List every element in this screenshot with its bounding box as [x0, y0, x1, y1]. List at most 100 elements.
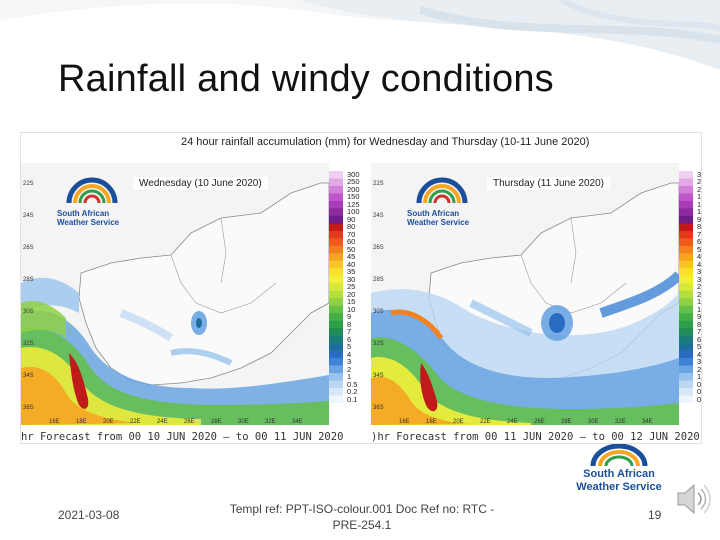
longitude-label: 20E: [453, 419, 464, 425]
longitude-label: 28E: [211, 419, 222, 425]
longitude-label: 20E: [103, 419, 114, 425]
scale-label: 25: [697, 282, 702, 292]
scale-swatch: [329, 200, 343, 209]
scale-label: 0.1: [697, 394, 702, 404]
longitude-label: 24E: [157, 419, 168, 425]
latitude-label: 36S: [23, 405, 34, 411]
scale-swatch: [329, 358, 343, 366]
background-swoosh: [0, 0, 720, 70]
scale-label: 250: [697, 177, 702, 187]
scale-label: 150: [697, 192, 702, 202]
scale-label: 35: [347, 267, 356, 277]
scale-swatch: [679, 373, 693, 381]
scale-label: 20: [697, 289, 702, 299]
longitude-label: 32E: [265, 419, 276, 425]
scale-swatch: [679, 290, 693, 299]
longitude-label: 34E: [292, 419, 303, 425]
scale-swatch: [329, 185, 343, 194]
longitude-label: 26E: [534, 419, 545, 425]
speaker-icon[interactable]: [674, 476, 712, 522]
scale-swatch: [679, 298, 693, 307]
scale-swatch: [679, 305, 693, 314]
scale-label: 125: [697, 199, 702, 209]
scale-label: 4: [347, 349, 352, 359]
latitude-label: 28S: [23, 277, 34, 283]
scale-label: 50: [347, 244, 356, 254]
scale-label: 0.2: [697, 387, 702, 397]
scale-label: 300: [347, 170, 360, 179]
longitude-label: 16E: [49, 419, 60, 425]
scale-swatch: [329, 328, 343, 336]
scale-label: 50: [697, 244, 702, 254]
scale-swatch: [679, 275, 693, 284]
longitude-label: 22E: [480, 419, 491, 425]
latitude-label: 30S: [23, 309, 34, 315]
scale-swatch: [679, 358, 693, 366]
scale-swatch: [679, 335, 693, 344]
scale-label: 60: [697, 237, 702, 247]
scale-swatch: [679, 388, 693, 396]
panel-wednesday: South African Weather Service Wednesday …: [21, 163, 360, 443]
scale-swatch: [679, 313, 693, 321]
saws-logo-panel: South African Weather Service: [57, 177, 137, 231]
footer-logo-line2: Weather Service: [576, 481, 662, 493]
scale-swatch: [679, 200, 693, 209]
scale-label: 200: [697, 184, 702, 194]
scale-label: 200: [347, 184, 360, 194]
scale-swatch: [679, 395, 693, 403]
scale-label: 40: [347, 259, 356, 269]
longitude-label: 34E: [642, 419, 653, 425]
panel-thursday: South African Weather Service Thursday (…: [371, 163, 701, 443]
scale-label: 20: [347, 289, 356, 299]
scale-label: 0.2: [347, 387, 358, 397]
scale-swatch: [329, 395, 343, 403]
scale-label: 25: [347, 282, 356, 292]
scale-swatch: [679, 245, 693, 254]
footer-doc-ref: Templ ref: PPT-ISO-colour.001 Doc Ref no…: [229, 502, 495, 532]
figure-title: 24 hour rainfall accumulation (mm) for W…: [181, 136, 590, 148]
scale-label: 80: [697, 222, 702, 232]
scale-label: 7: [697, 327, 702, 337]
scale-swatch: [679, 343, 693, 351]
scale-label: 0.1: [347, 394, 358, 404]
scale-swatch: [329, 305, 343, 314]
latitude-label: 26S: [373, 245, 384, 251]
scale-swatch: [329, 208, 343, 217]
scale-label: 6: [347, 334, 352, 344]
footer-saws-logo: South African Weather Service: [566, 444, 672, 496]
footer-date: 2021-03-08: [58, 508, 120, 522]
scale-swatch: [329, 230, 343, 239]
scale-swatch: [329, 215, 343, 224]
scale-label: 3: [347, 357, 352, 367]
saws-emblem-icon: [590, 444, 648, 467]
latitude-label: 24S: [23, 213, 34, 219]
scale-label: 125: [347, 199, 360, 209]
panel-logo-line1: South African: [407, 209, 460, 218]
scale-label: 0.5: [697, 379, 702, 389]
scale-swatch: [329, 178, 343, 187]
latitude-label: 32S: [23, 341, 34, 347]
forecast-line: hr Forecast from 00 10 JUN 2020 – to 00 …: [21, 431, 344, 443]
scale-label: 45: [697, 252, 702, 262]
slide-title: Rainfall and windy conditions: [58, 58, 554, 100]
scale-label: 100: [347, 207, 360, 217]
scale-swatch: [329, 171, 343, 179]
scale-label: 250: [347, 177, 360, 187]
scale-label: 90: [697, 214, 702, 224]
scale-label: 7: [347, 327, 352, 337]
scale-swatch: [329, 320, 343, 329]
scale-label: 9: [347, 312, 352, 322]
scale-label: 45: [347, 252, 356, 262]
latitude-label: 34S: [23, 373, 34, 379]
scale-swatch: [679, 283, 693, 292]
scale-label: 9: [697, 312, 702, 322]
scale-swatch: [679, 320, 693, 329]
scale-swatch: [329, 365, 343, 374]
scale-swatch: [679, 230, 693, 239]
scale-swatch: [329, 343, 343, 351]
scale-swatch: [329, 238, 343, 247]
scale-swatch: [329, 335, 343, 344]
day-label: Wednesday (10 June 2020): [133, 177, 268, 190]
latitude-label: 32S: [373, 341, 384, 347]
scale-label: 40: [697, 259, 702, 269]
